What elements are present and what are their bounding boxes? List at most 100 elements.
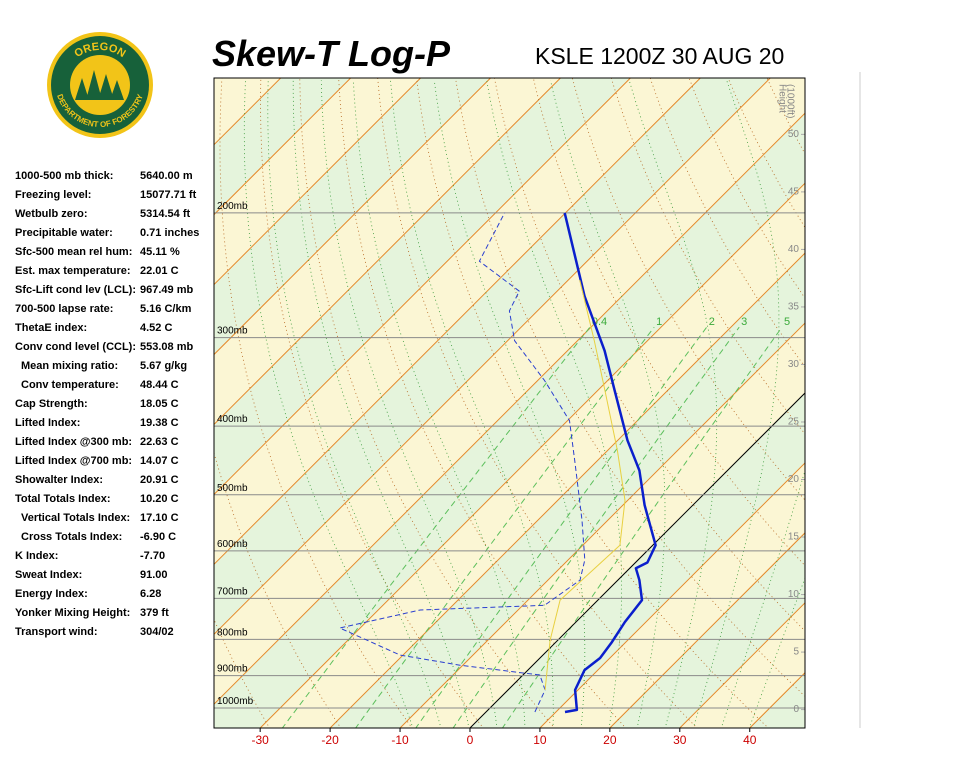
pressure-label: 400mb: [217, 414, 248, 425]
height-tick-label: 20: [788, 474, 800, 485]
index-label: Lifted Index:: [15, 417, 80, 429]
dry-adiabat: [917, 68, 960, 729]
index-value: 19.38 C: [140, 417, 179, 429]
index-value: 15077.71 ft: [140, 189, 197, 201]
mixing-ratio-label: 1: [656, 316, 662, 328]
index-label: Total Totals Index:: [15, 493, 111, 505]
isotherm-band: [820, 78, 960, 728]
pressure-label: 700mb: [217, 586, 248, 597]
index-value: 967.49 mb: [140, 284, 193, 296]
moist-adiabat: [353, 80, 526, 728]
profile-line: [544, 280, 626, 691]
isotherm: [214, 78, 421, 286]
mixing-ratio-line: [415, 326, 708, 728]
subtitle: KSLE 1200Z 30 AUG 20: [535, 43, 784, 69]
x-tick-label: 40: [743, 733, 757, 747]
logo-trees: [75, 70, 124, 100]
moist-adiabat: [243, 80, 414, 728]
mixing-ratio-line: [281, 326, 591, 728]
mixing-ratio-line: [452, 326, 740, 728]
isotherm: [0, 78, 1, 728]
index-label: Lifted Index @300 mb:: [15, 436, 132, 448]
height-axis-label: Height: [776, 84, 787, 113]
zero-isotherm: [469, 392, 805, 728]
x-tick-label: 10: [533, 733, 547, 747]
height-tick-label: 25: [788, 417, 800, 428]
index-value: 22.01 C: [140, 265, 179, 277]
profile-line: [563, 212, 657, 714]
index-label: Est. max temperature:: [15, 265, 131, 277]
index-value: 14.07 C: [140, 455, 179, 467]
isotherm: [679, 602, 805, 728]
index-label: Mean mixing ratio:: [21, 360, 118, 372]
index-value: 304/02: [140, 626, 174, 638]
index-value: -6.90 C: [140, 531, 176, 543]
pressure-label: 800mb: [217, 627, 248, 638]
mixing-ratio-label: 2: [709, 316, 715, 328]
pressure-label: 1000mb: [217, 696, 254, 707]
moist-adiabat: [267, 80, 442, 728]
index-label: Vertical Totals Index:: [21, 512, 130, 524]
index-label: Lifted Index @700 mb:: [15, 455, 132, 467]
index-label: Precipitable water:: [15, 227, 113, 239]
index-label: 700-500 lapse rate:: [15, 303, 113, 315]
dry-adiabat: [416, 78, 769, 728]
index-value: 5.67 g/kg: [140, 360, 187, 372]
pressure-label: 500mb: [217, 483, 248, 494]
isotherm: [259, 182, 805, 728]
index-value: 48.44 C: [140, 379, 179, 391]
x-tick-label: -10: [391, 733, 409, 747]
pressure-label: 200mb: [217, 201, 248, 212]
height-tick-label: 45: [788, 187, 800, 198]
height-tick-label: 10: [788, 589, 800, 600]
isotherm: [214, 78, 351, 216]
index-value: 17.10 C: [140, 512, 179, 524]
index-label: Showalter Index:: [15, 474, 103, 486]
index-label: Sweat Index:: [15, 569, 82, 581]
index-label: Wetbulb zero:: [15, 208, 88, 220]
index-value: 10.20 C: [140, 493, 179, 505]
moist-adiabat: [748, 577, 805, 728]
index-value: 18.05 C: [140, 398, 179, 410]
height-tick-label: 40: [788, 244, 800, 255]
isotherm: [820, 78, 960, 728]
index-label: Energy Index:: [15, 588, 88, 600]
index-value: 5.16 C/km: [140, 303, 192, 315]
isotherm: [399, 322, 805, 728]
isotherm: [329, 252, 805, 728]
index-value: 22.63 C: [140, 436, 179, 448]
mixing-ratio-label: 3: [741, 316, 747, 328]
logo: OREGON DEPARTMENT OF FORESTRY: [47, 32, 153, 138]
index-value: 0.71 inches: [140, 227, 199, 239]
title: Skew-T Log-P: [212, 33, 451, 74]
index-value: 5640.00 m: [140, 170, 193, 182]
index-value: 5314.54 ft: [140, 208, 190, 220]
x-tick-label: -30: [251, 733, 269, 747]
index-value: 20.91 C: [140, 474, 179, 486]
index-label: Freezing level:: [15, 189, 91, 201]
dry-adiabat: [299, 78, 556, 728]
dry-adiabat: [455, 78, 805, 697]
index-label: Conv temperature:: [21, 379, 119, 391]
index-label: K Index:: [15, 550, 58, 562]
index-value: -7.70: [140, 550, 165, 562]
dry-adiabat: [879, 68, 960, 729]
index-label: Sfc-500 mean rel hum:: [15, 246, 132, 258]
index-value: 91.00: [140, 569, 168, 581]
dry-adiabat: [801, 68, 960, 729]
x-tick-label: 20: [603, 733, 617, 747]
isotherm: [214, 78, 701, 566]
index-label: Sfc-Lift cond lev (LCL):: [15, 284, 136, 296]
height-axis-label: (1000ft): [784, 84, 795, 118]
index-label: ThetaE index:: [15, 322, 87, 334]
mixing-ratio-label: 5: [784, 316, 790, 328]
height-tick-label: 50: [788, 129, 800, 140]
index-value: 379 ft: [140, 607, 169, 619]
x-tick-label: 0: [467, 733, 474, 747]
index-label: Cross Totals Index:: [21, 531, 122, 543]
height-tick-label: 5: [793, 647, 799, 658]
index-value: 6.28: [140, 588, 161, 600]
height-tick-label: 15: [788, 532, 800, 543]
